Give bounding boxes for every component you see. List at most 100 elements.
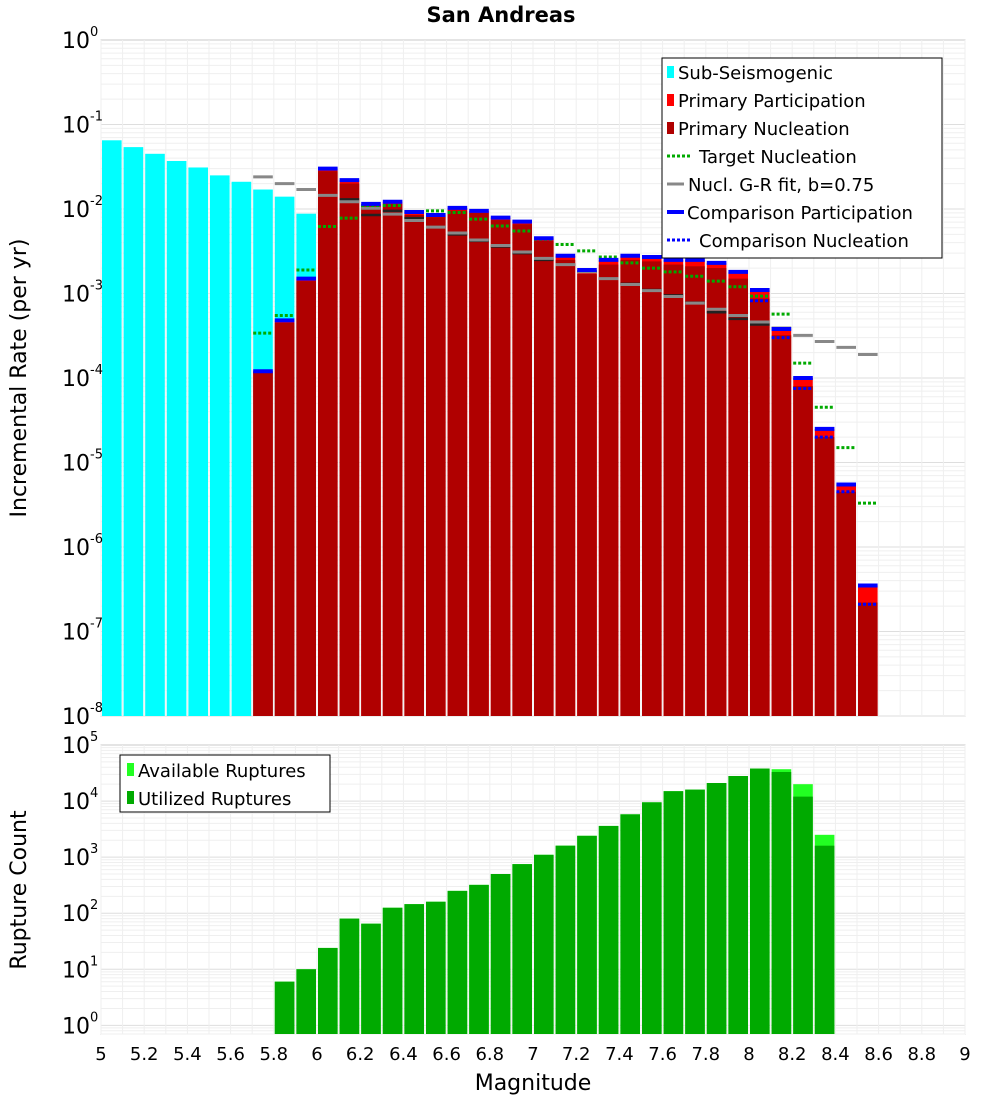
utilized-ruptures-bar bbox=[382, 907, 403, 1034]
rate-y-tick-label: 10-7 bbox=[62, 617, 103, 646]
utilized-ruptures-bar bbox=[750, 768, 770, 1034]
x-tick-label: 6.2 bbox=[346, 1044, 375, 1065]
count-y-tick-label: 104 bbox=[62, 786, 98, 815]
primary-nucleation-bar bbox=[642, 261, 662, 716]
rate-y-tick-label: 10-3 bbox=[62, 279, 103, 308]
rate-y-tick-label: 10-8 bbox=[62, 701, 103, 730]
rate-y-tick-label: 10-2 bbox=[62, 194, 103, 223]
x-tick-label: 8.6 bbox=[864, 1044, 893, 1065]
primary-nucleation-bar bbox=[361, 205, 381, 716]
primary-nucleation-bar bbox=[858, 602, 878, 716]
primary-nucleation-bar bbox=[339, 183, 360, 716]
primary-nucleation-bar bbox=[426, 217, 446, 716]
count-y-tick-label: 101 bbox=[62, 954, 98, 983]
legend-swatch-primary-nucleation bbox=[667, 122, 674, 134]
count-panel: 105 104 103 102 101 100 5 5.2 5.4 5.6 5.8 6 6.2 6.4 6… bbox=[7, 730, 971, 1096]
x-tick-label: 8.2 bbox=[778, 1044, 807, 1065]
utilized-ruptures-bar bbox=[555, 845, 576, 1034]
count-y-tick-label: 105 bbox=[62, 730, 98, 759]
utilized-ruptures-bar bbox=[706, 782, 727, 1034]
primary-nucleation-bar bbox=[274, 322, 295, 716]
primary-nucleation-bar bbox=[577, 274, 597, 716]
utilized-ruptures-bar bbox=[685, 789, 705, 1034]
utilized-ruptures-bar bbox=[814, 845, 835, 1034]
primary-nucleation-bar bbox=[750, 298, 770, 716]
primary-nucleation-bar bbox=[490, 220, 511, 716]
utilized-ruptures-bar bbox=[274, 981, 295, 1034]
rate-y-tick-label: 10-4 bbox=[62, 363, 103, 392]
legend-label-comparison-nucleation: Comparison Nucleation bbox=[699, 231, 909, 252]
legend-label-gr-fit: Nucl. G-R fit, b=0.75 bbox=[688, 175, 874, 196]
x-tick-label: 8.8 bbox=[907, 1044, 936, 1065]
primary-nucleation-bar bbox=[836, 491, 856, 716]
chart-title: San Andreas bbox=[426, 3, 575, 27]
x-tick-label: 7.8 bbox=[691, 1044, 720, 1065]
legend-label-primary-nucleation: Primary Nucleation bbox=[678, 119, 850, 140]
rate-legend-box bbox=[661, 57, 943, 259]
count-y-ticks: 105 104 103 102 101 100 bbox=[62, 730, 98, 1039]
x-tick-label: 5.6 bbox=[216, 1044, 245, 1065]
x-tick-label: 8.4 bbox=[821, 1044, 850, 1065]
primary-nucleation-bar bbox=[771, 335, 792, 716]
sub-seismogenic-bar bbox=[231, 181, 252, 717]
primary-nucleation-bar bbox=[598, 264, 619, 716]
primary-nucleation-bar bbox=[663, 264, 684, 716]
x-tick-label: 6.6 bbox=[432, 1044, 461, 1065]
count-x-ticks: 5 5.2 5.4 5.6 5.8 6 6.2 6.4 6.6 6.8 7 7.2 7.4 7.6 7.8 8… bbox=[95, 1044, 970, 1065]
primary-nucleation-bar bbox=[404, 214, 424, 716]
legend-label-target-nucleation: Target Nucleation bbox=[698, 147, 857, 168]
primary-nucleation-bar bbox=[296, 281, 316, 716]
x-tick-label: 8 bbox=[743, 1044, 754, 1065]
utilized-ruptures-bar bbox=[512, 864, 532, 1034]
count-legend: Available Ruptures Utilized Ruptures bbox=[119, 754, 331, 813]
primary-nucleation-bar bbox=[706, 268, 727, 716]
count-y-tick-label: 102 bbox=[62, 898, 98, 927]
legend-label-utilized-ruptures: Utilized Ruptures bbox=[138, 789, 291, 810]
sub-seismogenic-bar bbox=[102, 140, 122, 716]
rate-panel: 100 10-1 10-2 10-3 10-4 10-5 10-6 10-7 10-8 Incr… bbox=[7, 25, 966, 730]
primary-nucleation-bar bbox=[469, 212, 489, 716]
utilized-ruptures-bar bbox=[296, 969, 316, 1034]
rate-y-tick-label: 10-1 bbox=[62, 110, 103, 139]
utilized-ruptures-bar bbox=[793, 796, 813, 1034]
sub-seismogenic-bar bbox=[188, 167, 208, 717]
primary-nucleation-bar bbox=[793, 386, 813, 716]
x-tick-label: 5.8 bbox=[259, 1044, 288, 1065]
sub-seismogenic-bar bbox=[145, 153, 165, 717]
utilized-ruptures-bar bbox=[318, 947, 338, 1034]
x-tick-label: 6.4 bbox=[389, 1044, 418, 1065]
primary-nucleation-bar bbox=[447, 210, 468, 716]
x-tick-label: 5.4 bbox=[173, 1044, 202, 1065]
primary-nucleation-bar bbox=[814, 437, 835, 716]
x-tick-label: 9 bbox=[959, 1044, 970, 1065]
count-y-axis-label: Rupture Count bbox=[7, 810, 32, 970]
x-tick-label: 6 bbox=[311, 1044, 322, 1065]
utilized-ruptures-bar bbox=[663, 791, 684, 1034]
utilized-ruptures-bar bbox=[577, 835, 597, 1034]
utilized-ruptures-bar bbox=[620, 814, 640, 1034]
utilized-ruptures-bar bbox=[361, 923, 381, 1034]
x-tick-label: 7.4 bbox=[605, 1044, 634, 1065]
primary-nucleation-bar bbox=[512, 224, 532, 716]
utilized-ruptures-bar bbox=[728, 775, 748, 1034]
legend-swatch-sub-seismogenic bbox=[667, 66, 674, 78]
utilized-ruptures-bar bbox=[490, 874, 511, 1034]
x-tick-label: 6.8 bbox=[475, 1044, 504, 1065]
utilized-ruptures-bar bbox=[447, 890, 468, 1034]
utilized-ruptures-bar bbox=[598, 825, 619, 1034]
primary-nucleation-bar bbox=[534, 240, 554, 716]
rate-bars bbox=[102, 140, 878, 717]
x-axis-label: Magnitude bbox=[475, 1071, 592, 1096]
utilized-ruptures-bar bbox=[426, 901, 446, 1034]
legend-label-primary-participation: Primary Participation bbox=[678, 91, 866, 112]
x-tick-label: 7.6 bbox=[648, 1044, 677, 1065]
x-tick-label: 7 bbox=[527, 1044, 538, 1065]
legend-swatch-primary-participation bbox=[667, 94, 674, 106]
utilized-ruptures-bar bbox=[534, 854, 554, 1034]
x-tick-label: 7.2 bbox=[562, 1044, 591, 1065]
legend-label-available-ruptures: Available Ruptures bbox=[138, 761, 306, 782]
rate-y-axis-label: Incremental Rate (per yr) bbox=[7, 239, 32, 518]
legend-label-sub-seismogenic: Sub-Seismogenic bbox=[678, 63, 833, 84]
primary-nucleation-bar bbox=[382, 203, 403, 716]
sub-seismogenic-bar bbox=[123, 147, 144, 716]
